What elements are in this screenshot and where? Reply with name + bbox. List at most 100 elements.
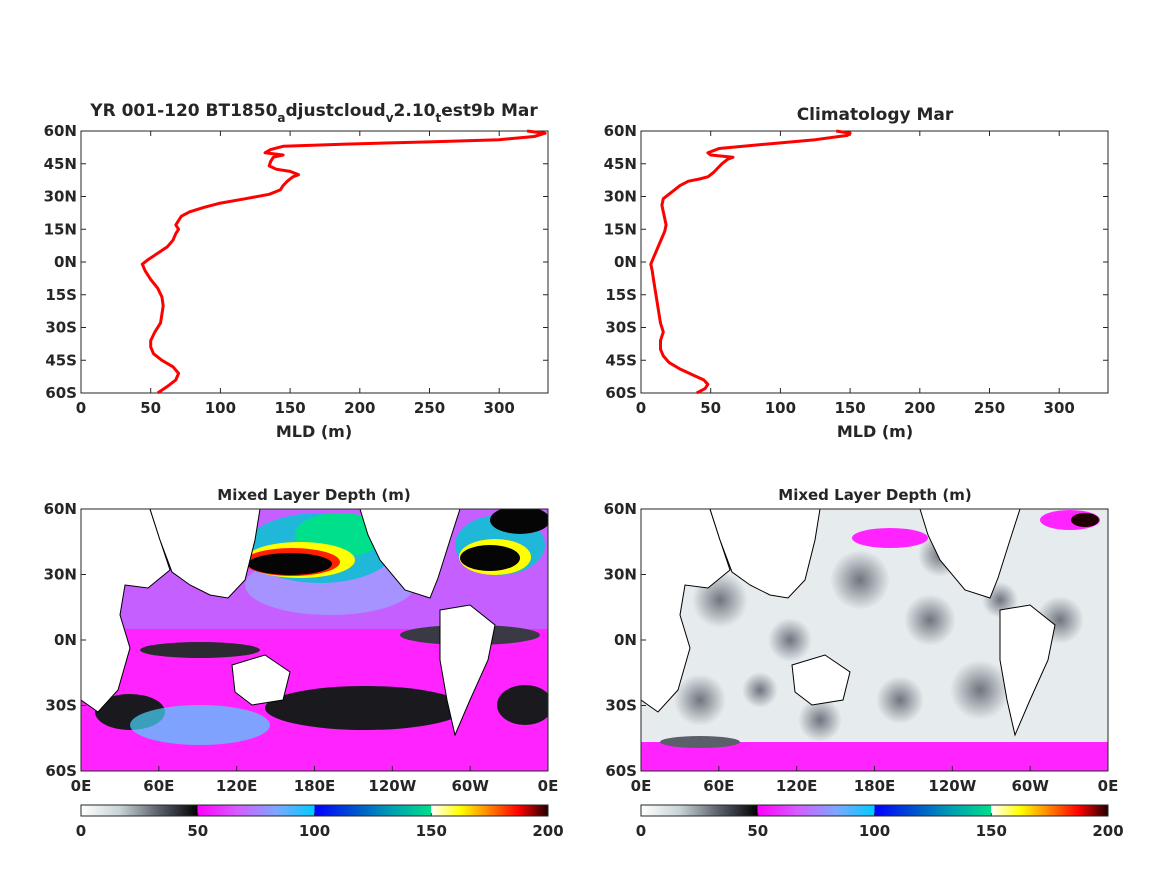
colorbar: 0 50 100 150 200 [76,804,564,840]
x-tick-label: 100 [765,399,796,417]
map-x-tick-label: 60W [1011,777,1049,795]
map-x-tick-label: 180E [854,777,896,795]
x-tick-label: 100 [205,399,236,417]
mld-map-climatology: Mixed Layer Depth (m) [604,486,1124,840]
x-axis-label: MLD (m) [837,422,913,441]
plot-title-model: YR 001-120 BT1850adjustcloudv2.10test9b … [89,101,538,125]
colorbar-segment [314,805,432,816]
y-tick-label: 60S [45,384,77,402]
map-x-tick-label: 60E [703,777,734,795]
colorbar-tick-label: 200 [1092,822,1123,840]
x-tick-label: 200 [904,399,935,417]
y-tick-label: 15N [604,220,637,238]
y-tick-label: 15N [44,220,77,238]
y-tick-label: 45S [605,351,637,369]
map-x-tick-label: 120W [928,777,976,795]
x-tick-label: 300 [1044,399,1075,417]
profile-plot-model: YR 001-120 BT1850adjustcloudv2.10test9b … [44,101,549,441]
x-tick-label: 50 [140,399,161,417]
map-y-tick-label: 0N [614,631,637,649]
x-tick-label: 200 [344,399,375,417]
y-tick-label: 45S [45,351,77,369]
map-x-tick-label: 0E [1098,777,1119,795]
colorbar-tick-label: 150 [416,822,447,840]
plot-frame [640,130,1109,394]
map-y-tick-label: 30S [45,697,77,715]
map-x-tick-label: 0E [538,777,559,795]
x-axis-label: MLD (m) [276,422,352,441]
field-deep-labrador [490,509,548,534]
mld-profile-line-model [140,129,547,395]
colorbar-segment [991,805,1108,816]
y-tick-label: 30S [605,319,637,337]
field-magenta-npac [852,528,928,548]
y-tick-label: 45N [604,155,637,173]
map-x-tick-label: 120W [368,777,416,795]
y-tick-label: 0N [54,253,77,271]
colorbar-tick-label: 0 [636,822,646,840]
colorbar-tick-label: 0 [76,822,86,840]
map-field-climatology [641,509,1108,771]
field-dark-spac [265,686,465,730]
map-title: Mixed Layer Depth (m) [217,486,410,504]
colorbar-tick-label: 50 [747,822,768,840]
map-title: Mixed Layer Depth (m) [778,486,971,504]
x-tick-label: 250 [974,399,1005,417]
field-dark-se [497,685,548,725]
map-y-tick-label: 60S [45,762,77,780]
field-deep-npac [248,553,332,575]
colorbar-tick-label: 100 [859,822,890,840]
map-x-tick-label: 0E [71,777,92,795]
map-y-tick-label: 60N [44,500,77,518]
y-tick-label: 45N [44,155,77,173]
colorbar-segment [431,805,548,816]
map-x-tick-label: 120E [216,777,258,795]
y-tick-label: 30N [604,188,637,206]
colorbar-segment [641,805,758,816]
colorbar-segment [197,805,315,816]
x-tick-label: 0 [76,399,86,417]
mld-map-model: Mixed Layer Depth (m) [44,486,564,840]
mld-profile-line-climatology [649,129,852,395]
colorbar-tick-label: 100 [299,822,330,840]
map-y-tick-label: 0N [54,631,77,649]
map-x-tick-label: 120E [776,777,818,795]
map-y-tick-label: 30N [44,566,77,584]
colorbar-tick-label: 150 [976,822,1007,840]
field-deep-natl [460,545,520,571]
plot-title-climatology: Climatology Mar [797,105,954,125]
y-tick-label: 0N [614,253,637,271]
map-y-tick-label: 30S [605,697,637,715]
y-tick-label: 60N [604,122,637,140]
colorbar-tick-label: 200 [532,822,563,840]
y-tick-label: 15S [45,286,77,304]
colorbar-segment [757,805,875,816]
y-tick-label: 30N [44,188,77,206]
profile-plot-climatology: Climatology Mar 0 50 100 150 200 250 300 60N 45… [604,105,1109,441]
x-tick-label: 250 [414,399,445,417]
land-mask [641,509,1056,737]
colorbar-segment [81,805,198,816]
field-dark-south [660,736,740,748]
field-cyan-south [130,705,270,745]
plot-frame [80,130,549,394]
y-tick-label: 60N [44,122,77,140]
map-x-tick-label: 60E [143,777,174,795]
map-y-tick-label: 30N [604,566,637,584]
map-field-model [81,509,548,771]
x-tick-label: 150 [274,399,305,417]
x-tick-label: 300 [484,399,515,417]
colorbar-tick-label: 50 [187,822,208,840]
map-y-tick-label: 60S [605,762,637,780]
land-mask [81,509,496,737]
x-tick-label: 0 [636,399,646,417]
map-x-tick-label: 180E [294,777,336,795]
y-tick-label: 60S [605,384,637,402]
colorbar: 0 50 100 150 200 [636,804,1124,840]
field-deep-natl [1071,513,1099,527]
map-x-tick-label: 60W [451,777,489,795]
x-tick-label: 150 [834,399,865,417]
map-x-tick-label: 0E [631,777,652,795]
y-tick-label: 15S [605,286,637,304]
field-dark-indian [140,642,260,658]
